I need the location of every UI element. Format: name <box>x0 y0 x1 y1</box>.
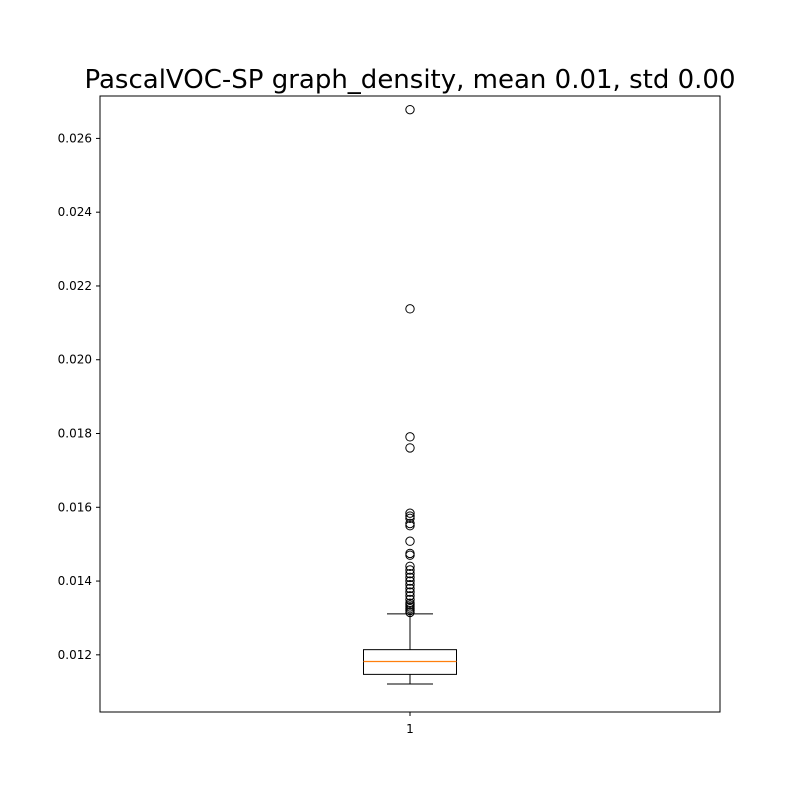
outlier-point <box>405 576 415 586</box>
y-tick-label: 0.018 <box>58 427 92 441</box>
x-tick-label: 1 <box>406 722 414 736</box>
outlier-point <box>405 565 415 575</box>
y-tick-label: 0.012 <box>58 648 92 662</box>
y-tick-label: 0.020 <box>58 353 92 367</box>
outlier-point <box>405 550 415 560</box>
y-tick-label: 0.014 <box>58 574 92 588</box>
outlier-point <box>405 568 415 579</box>
outlier-point <box>405 594 415 605</box>
y-tick-label: 0.026 <box>58 131 92 145</box>
chart-title: PascalVOC-SP graph_density, mean 0.01, s… <box>84 65 735 95</box>
outlier-point <box>405 432 415 442</box>
outlier-point <box>405 443 415 453</box>
outlier-point <box>405 583 415 594</box>
outlier-point <box>405 561 415 571</box>
outlier-point <box>405 580 415 590</box>
outlier-point <box>405 587 415 597</box>
y-tick-label: 0.016 <box>58 500 92 514</box>
outlier-point <box>405 513 415 524</box>
y-tick-label: 0.024 <box>58 205 92 219</box>
y-tick-label: 0.022 <box>58 279 92 293</box>
outlier-point <box>405 508 415 518</box>
outlier-point <box>405 536 415 546</box>
outlier-point <box>405 104 415 115</box>
plot-area: 0.012 0.014 0.016 0.018 0.020 0.022 0.024 0.026… <box>58 95 721 736</box>
outlier-point <box>405 511 415 521</box>
outlier-point <box>405 548 415 559</box>
outlier-point <box>405 521 415 531</box>
outlier-point <box>405 518 415 529</box>
outlier-point <box>405 591 415 601</box>
outlier-point <box>405 572 415 583</box>
outlier-point <box>405 598 415 608</box>
outlier-point <box>405 304 415 314</box>
